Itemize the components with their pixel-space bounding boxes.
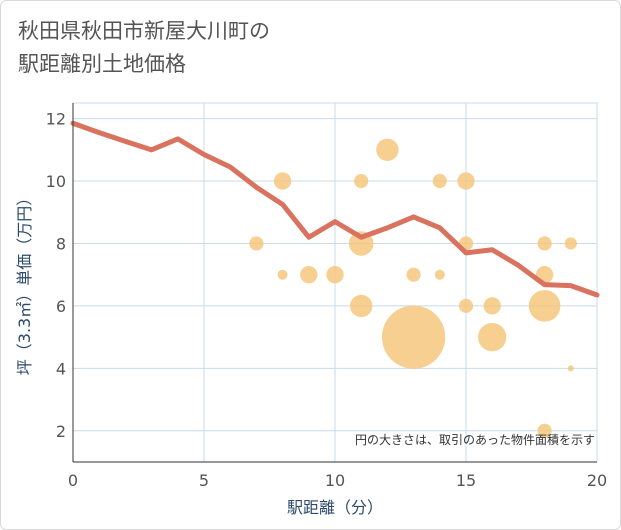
data-point [483, 297, 501, 315]
x-tick-label: 10 [325, 471, 345, 490]
y-tick-label: 2 [56, 422, 66, 441]
data-point [537, 236, 552, 251]
chart-title: 秋田県秋田市新屋大川町の 駅距離別土地価格 [18, 19, 270, 76]
y-tick-label: 10 [46, 172, 66, 191]
y-tick-label: 8 [56, 234, 66, 253]
data-point [273, 172, 292, 190]
data-point [350, 294, 373, 318]
data-point [537, 423, 552, 438]
data-point [458, 298, 474, 313]
data-point [376, 138, 399, 162]
data-point [457, 172, 475, 190]
data-point [381, 305, 446, 369]
data-point [478, 322, 507, 352]
y-tick-label: 6 [56, 297, 66, 316]
y-tick-label: 12 [46, 110, 66, 129]
x-tick-label: 5 [199, 471, 209, 490]
data-point [567, 365, 574, 372]
x-tick-label: 0 [68, 471, 78, 490]
axes [72, 103, 597, 463]
trend-line-layer [70, 120, 600, 298]
data-point [528, 290, 561, 322]
data-point [249, 236, 264, 251]
x-axis-label: 駅距離（分） [287, 498, 383, 517]
data-point [277, 269, 288, 280]
data-point [326, 266, 344, 284]
data-point [406, 267, 421, 282]
bubble-layer [249, 138, 577, 438]
trend-line [70, 120, 600, 298]
y-axis-label: 坪（3.3㎡）単価（万円） [15, 190, 34, 375]
x-tick-label: 15 [456, 471, 476, 490]
x-tick-label: 20 [587, 471, 607, 490]
size-note: 円の大きさは、取引のあった物件面積を示す [355, 432, 595, 447]
data-point [434, 269, 445, 280]
data-point [354, 173, 369, 189]
data-point [300, 266, 318, 284]
y-tick-label: 4 [56, 359, 66, 378]
data-point [564, 237, 577, 250]
tick-labels: 0 5 10 15 20 2 4 6 8 10 12 [46, 110, 608, 490]
data-point [432, 173, 447, 189]
